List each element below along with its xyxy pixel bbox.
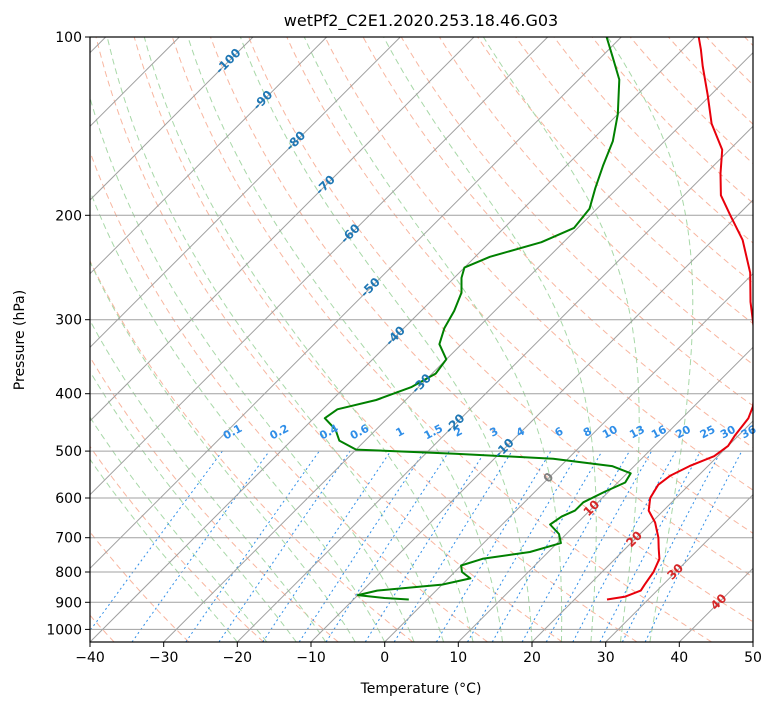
mixing-ratio-line <box>644 450 743 642</box>
series-layer <box>323 37 753 601</box>
moist-adiabat <box>90 319 327 642</box>
y-tick-label: 700 <box>55 531 82 547</box>
x-tick-label: 0 <box>380 650 389 666</box>
y-tick-label: 400 <box>55 387 82 403</box>
isotherm-line <box>90 37 696 642</box>
moist-adiabat <box>607 37 694 642</box>
x-tick-label: 30 <box>597 650 615 666</box>
dry-adiabat <box>95 37 563 642</box>
moist-adiabat <box>90 189 386 642</box>
x-axis-label: Temperature (°C) <box>360 681 482 697</box>
y-tick-label: 900 <box>55 595 82 611</box>
mixing-ratio-line <box>393 450 513 642</box>
x-tick-label: 20 <box>523 650 541 666</box>
isotherm-line <box>90 37 328 275</box>
dry-adiabat <box>210 37 753 623</box>
y-tick-label: 500 <box>55 444 82 460</box>
mixing-ratio-line <box>185 450 320 642</box>
mixing-ratio-label: 36 <box>739 423 759 442</box>
moist-adiabat <box>90 370 297 642</box>
mixing-ratio-line <box>325 450 450 642</box>
temperature-profile <box>606 37 753 601</box>
y-tick-label: 300 <box>55 313 82 329</box>
isotherm-line <box>90 37 549 496</box>
mixing-ratio-line <box>621 450 722 642</box>
y-tick-label: 1000 <box>46 622 82 638</box>
mixing-ratio-line <box>491 450 603 642</box>
x-axis: −40 −30 −20 −10 0 10 20 30 40 50 <box>75 642 762 666</box>
moist-adiabat <box>383 37 597 642</box>
mixing-ratio-line <box>298 450 425 642</box>
plot-frame <box>89 36 754 643</box>
x-tick-label: −30 <box>149 650 179 666</box>
dewpoint-profile <box>323 37 632 601</box>
isotherm-line <box>163 51 753 642</box>
x-tick-label: −40 <box>75 650 105 666</box>
dry-adiabat <box>248 37 753 578</box>
x-tick-label: −10 <box>296 650 326 666</box>
dry-adiabat <box>133 37 638 642</box>
isotherm-line <box>384 272 753 642</box>
dry-adiabat <box>171 37 712 642</box>
isotherm-line <box>457 346 753 642</box>
mixing-ratio-line <box>467 450 580 642</box>
mixing-ratio-label: 30 <box>718 423 738 442</box>
x-tick-label: 40 <box>670 650 688 666</box>
y-tick-label: 800 <box>55 565 82 581</box>
moist-adiabat <box>482 37 640 642</box>
isotherm-line <box>90 37 254 201</box>
y-tick-label: 100 <box>55 30 82 46</box>
moist-adiabat <box>90 458 238 642</box>
moist-adiabat <box>106 37 445 642</box>
background-lines <box>90 37 753 642</box>
isotherm-line <box>90 37 622 570</box>
moist-adiabat <box>90 260 356 642</box>
mixing-ratio-line <box>572 450 677 642</box>
isotherm-line <box>90 37 475 422</box>
moist-adiabat <box>90 416 268 642</box>
mixing-ratio-line <box>90 450 223 632</box>
mixing-ratio-line <box>545 450 653 642</box>
x-tick-label: −20 <box>223 650 253 666</box>
y-axis-label: Pressure (hPa) <box>12 290 28 390</box>
chart-title: wetPf2_C2E1.2020.253.18.46.G03 <box>284 11 558 31</box>
y-axis: 100 200 300 400 500 600 700 800 900 1000 <box>46 30 90 638</box>
x-tick-label: 10 <box>449 650 467 666</box>
mixing-ratio-line <box>364 450 486 642</box>
isotherm-line <box>310 199 753 642</box>
y-tick-label: 200 <box>55 208 82 224</box>
moist-adiabat <box>303 37 563 642</box>
mixing-ratio-label: 16 <box>649 423 669 442</box>
mixing-ratio-label: 25 <box>698 423 718 442</box>
moist-adiabat <box>239 37 533 642</box>
y-tick-label: 600 <box>55 491 82 507</box>
x-tick-label: 50 <box>744 650 762 666</box>
gridlines <box>90 37 753 642</box>
dry-adiabat <box>324 37 753 491</box>
isotherm-line <box>236 125 753 642</box>
moist-adiabat <box>187 37 503 642</box>
mixing-ratio-label: 20 <box>673 423 693 442</box>
mixing-ratio-line <box>435 450 552 642</box>
dry-adiabat <box>286 37 753 534</box>
dry-adiabat <box>90 259 414 642</box>
dry-adiabat <box>90 445 264 642</box>
mixing-ratio-line <box>521 450 630 642</box>
isotherm-line <box>90 37 401 349</box>
isotherm-line <box>605 493 753 642</box>
moist-adiabat <box>143 37 474 642</box>
isotherm-line <box>531 420 753 642</box>
mixing-ratio-label: 13 <box>627 423 647 442</box>
mixing-ratio-label: 10 <box>600 423 620 442</box>
mixing-ratio-line <box>599 450 701 642</box>
